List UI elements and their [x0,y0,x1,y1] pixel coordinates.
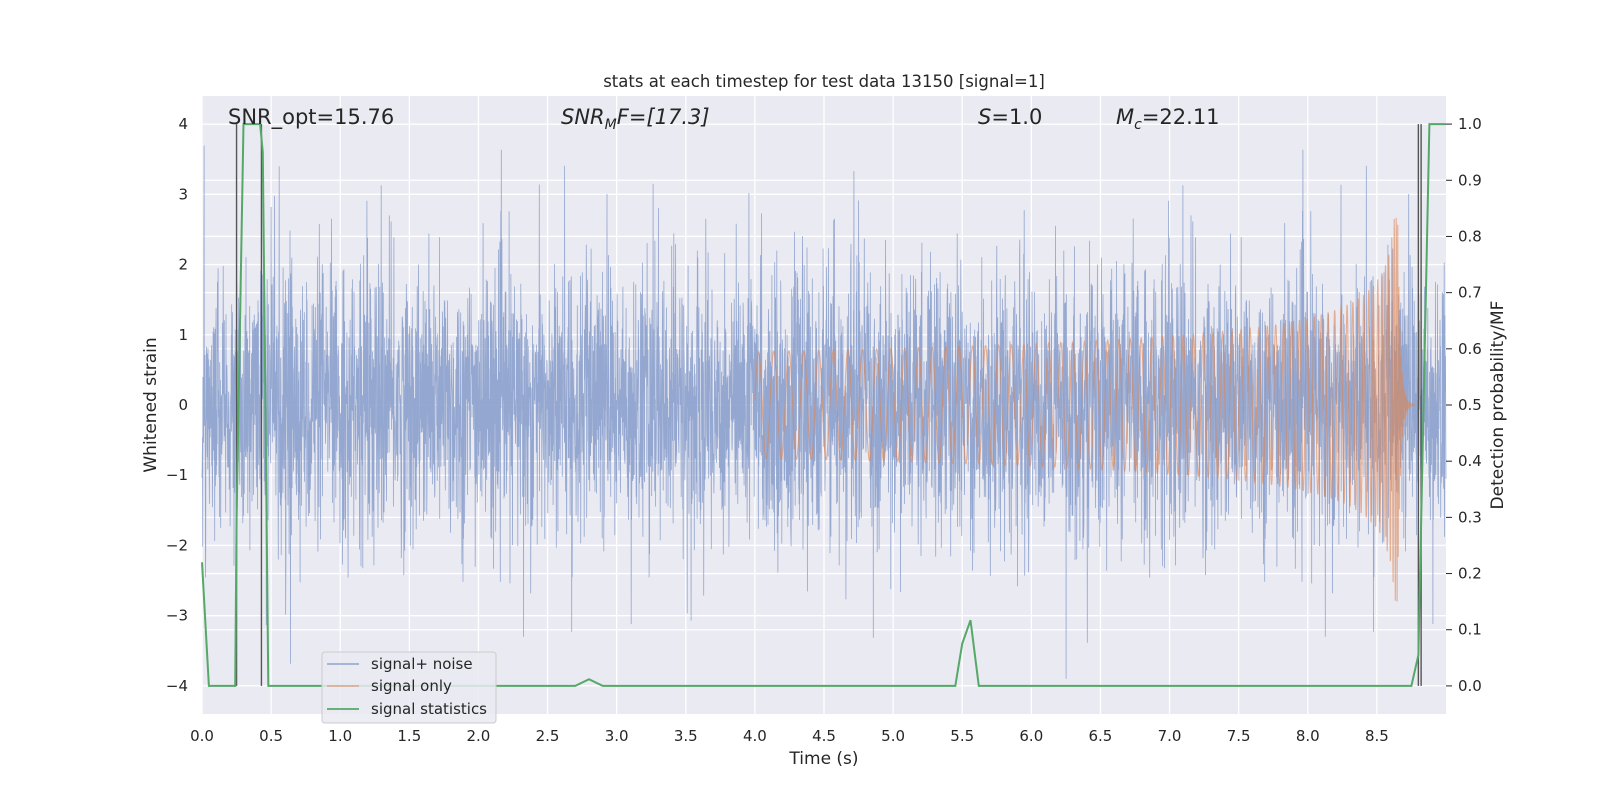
annotation-snr-mf-sub: M [605,117,617,133]
annotation-mc-value: =22.11 [1142,105,1220,129]
x-tick-label: 4.5 [812,727,836,745]
annotation-mc-main: M [1116,105,1134,129]
series-signal-statistics [201,123,1446,687]
signal-statistics-line [201,123,1446,687]
y-right-tick-label: 0.3 [1458,508,1482,526]
x-tick-label: 8.5 [1365,727,1389,745]
y-tick-label: −1 [166,466,188,484]
y-tick-label: 3 [178,185,188,203]
y-right-tick-label: 0.6 [1458,340,1482,358]
x-tick-label: 4.0 [743,727,767,745]
signal-only-line [754,217,1417,602]
x-tick-label: 7.5 [1227,727,1251,745]
x-tick-label: 1.5 [397,727,421,745]
annotation-snr-opt: SNR_opt=15.76 [228,105,394,130]
annotation-snr-mf-tail: F=[17.3] [617,105,710,129]
y-axis-label: Whitened strain [141,337,161,472]
y-right-tick-label: 0.1 [1458,621,1482,639]
y-right-tick-label: 0.5 [1458,396,1482,414]
x-tick-label: 6.0 [1019,727,1043,745]
legend-box [321,651,497,724]
series-signal-only [754,217,1417,602]
annotation-s: S=1.0 [978,105,1042,129]
y-right-tick-label: 0.2 [1458,565,1482,583]
annotation-s-label: S [978,105,991,129]
x-tick-label: 5.5 [950,727,974,745]
annotation-mc: Mc=22.11 [1116,105,1220,133]
tick-labels: 0.0 0.5 1.0 1.5 2.0 2.5 3.0 3.5 4.0 4.5 5.0 5.5 6.0 6… [166,115,1482,745]
y-right-tick-label: 0.0 [1458,677,1482,695]
legend-label-signal-noise: signal+ noise [371,655,473,673]
y-tick-label: 1 [178,326,188,344]
y-tick-label: −4 [166,677,188,695]
y-right-tick-label: 0.8 [1458,227,1482,245]
x-tick-label: 7.0 [1158,727,1182,745]
x-tick-label: 2.0 [467,727,491,745]
x-tick-label: 3.0 [605,727,629,745]
y-tick-label: 0 [178,396,188,414]
x-tick-label: 2.5 [536,727,560,745]
y-tick-label: 2 [178,256,188,274]
annotation-mc-sub: c [1134,117,1142,133]
x-tick-label: 0.5 [259,727,283,745]
x-axis-label: Time (s) [788,749,858,769]
x-tick-label: 0.0 [190,727,214,745]
annotation-snr-mf-main: SNR [561,105,605,129]
y-axis-right-label: Detection probability/MF [1488,301,1508,510]
x-tick-label: 5.0 [881,727,905,745]
y-tick-label: 4 [178,115,188,133]
x-tick-label: 6.5 [1089,727,1113,745]
y-tick-label: −2 [166,536,188,554]
chart-title: stats at each timestep for test data 131… [603,72,1045,91]
y-right-tick-label: 0.9 [1458,171,1482,189]
annotation-s-value: =1.0 [991,105,1042,129]
legend-label-signal-only: signal only [371,677,452,695]
y-right-tick-label: 0.7 [1458,284,1482,302]
x-tick-label: 1.0 [328,727,352,745]
x-tick-label: 3.5 [674,727,698,745]
annotation-snr-mf: SNRMF=[17.3] [561,105,710,133]
legend-label-signal-statistics: signal statistics [371,700,487,718]
x-tick-label: 8.0 [1296,727,1320,745]
y-tick-label: −3 [166,607,188,625]
y-right-tick-label: 0.4 [1458,452,1482,470]
legend: signal+ noise signal only signal statist… [321,651,497,724]
y-right-tick-label: 1.0 [1458,115,1482,133]
